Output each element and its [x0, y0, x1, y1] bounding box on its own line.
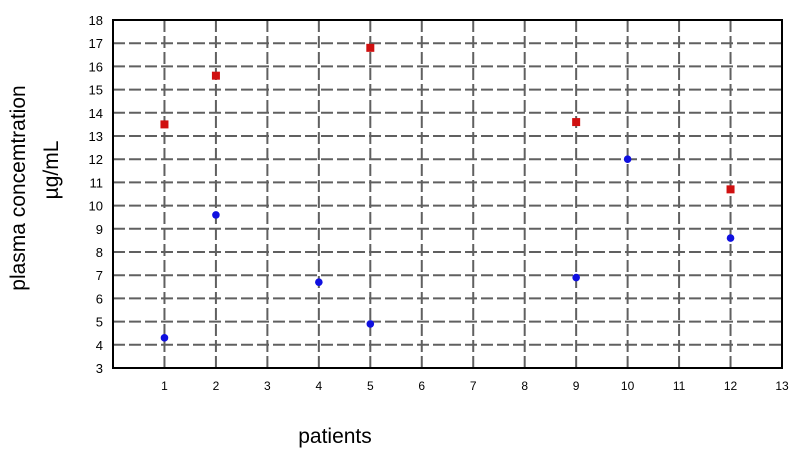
x-tick-label: 1	[161, 379, 168, 393]
x-tick-label: 9	[573, 379, 580, 393]
y-tick-label: 10	[89, 199, 103, 214]
y-tick-label: 14	[89, 106, 103, 121]
x-tick-label: 7	[470, 379, 477, 393]
series-red-point	[572, 118, 581, 127]
y-tick-label: 8	[96, 245, 103, 260]
x-tick-label: 8	[521, 379, 528, 393]
y-tick-label: 7	[96, 268, 103, 283]
series-blue-point	[726, 234, 735, 242]
y-tick-label: 18	[89, 13, 103, 28]
y-tick-label: 5	[96, 315, 103, 330]
y-tick-label: 17	[89, 36, 103, 51]
series-blue-point	[572, 273, 580, 282]
series-blue-point	[623, 155, 632, 163]
y-tick-label: 15	[89, 83, 103, 98]
x-tick-label: 10	[621, 379, 635, 393]
y-tick-label: 6	[96, 291, 103, 306]
x-tick-label: 3	[264, 379, 271, 393]
y-tick-label: 3	[96, 361, 103, 376]
data-points	[160, 43, 735, 342]
x-tick-label: 11	[673, 379, 686, 393]
grid	[113, 20, 782, 368]
x-tick-label: 12	[724, 379, 738, 393]
y-tick-label: 11	[90, 175, 104, 190]
series-blue-point	[212, 211, 220, 219]
series-red-point	[211, 71, 220, 80]
x-axis-label: patients	[298, 425, 372, 448]
x-tick-label: 5	[367, 379, 374, 393]
series-red-point	[366, 43, 375, 52]
x-tick-label: 4	[316, 379, 323, 393]
y-axis-label: plasma concemtration	[7, 85, 30, 290]
plot-frame	[112, 19, 783, 369]
y-axis-unit: µg/mL	[40, 141, 63, 200]
y-tick-label: 13	[89, 129, 103, 144]
series-blue-point	[315, 278, 323, 286]
y-tick-label: 4	[96, 338, 103, 353]
y-tick-label: 16	[89, 59, 103, 74]
x-tick-label: 2	[213, 379, 220, 393]
y-tick-label: 9	[96, 222, 103, 237]
x-tick-label: 13	[775, 379, 789, 393]
series-red-point	[160, 120, 169, 129]
x-tick-label: 6	[418, 379, 425, 393]
y-tick-label: 12	[89, 152, 103, 167]
series-red-point	[726, 185, 735, 194]
series-blue-point	[366, 320, 375, 328]
series-blue-point	[160, 334, 169, 342]
tick-labels: 1 2 3 4 5 6 7 8 9 10 11 12 1334567891011121314151617…	[89, 13, 789, 393]
